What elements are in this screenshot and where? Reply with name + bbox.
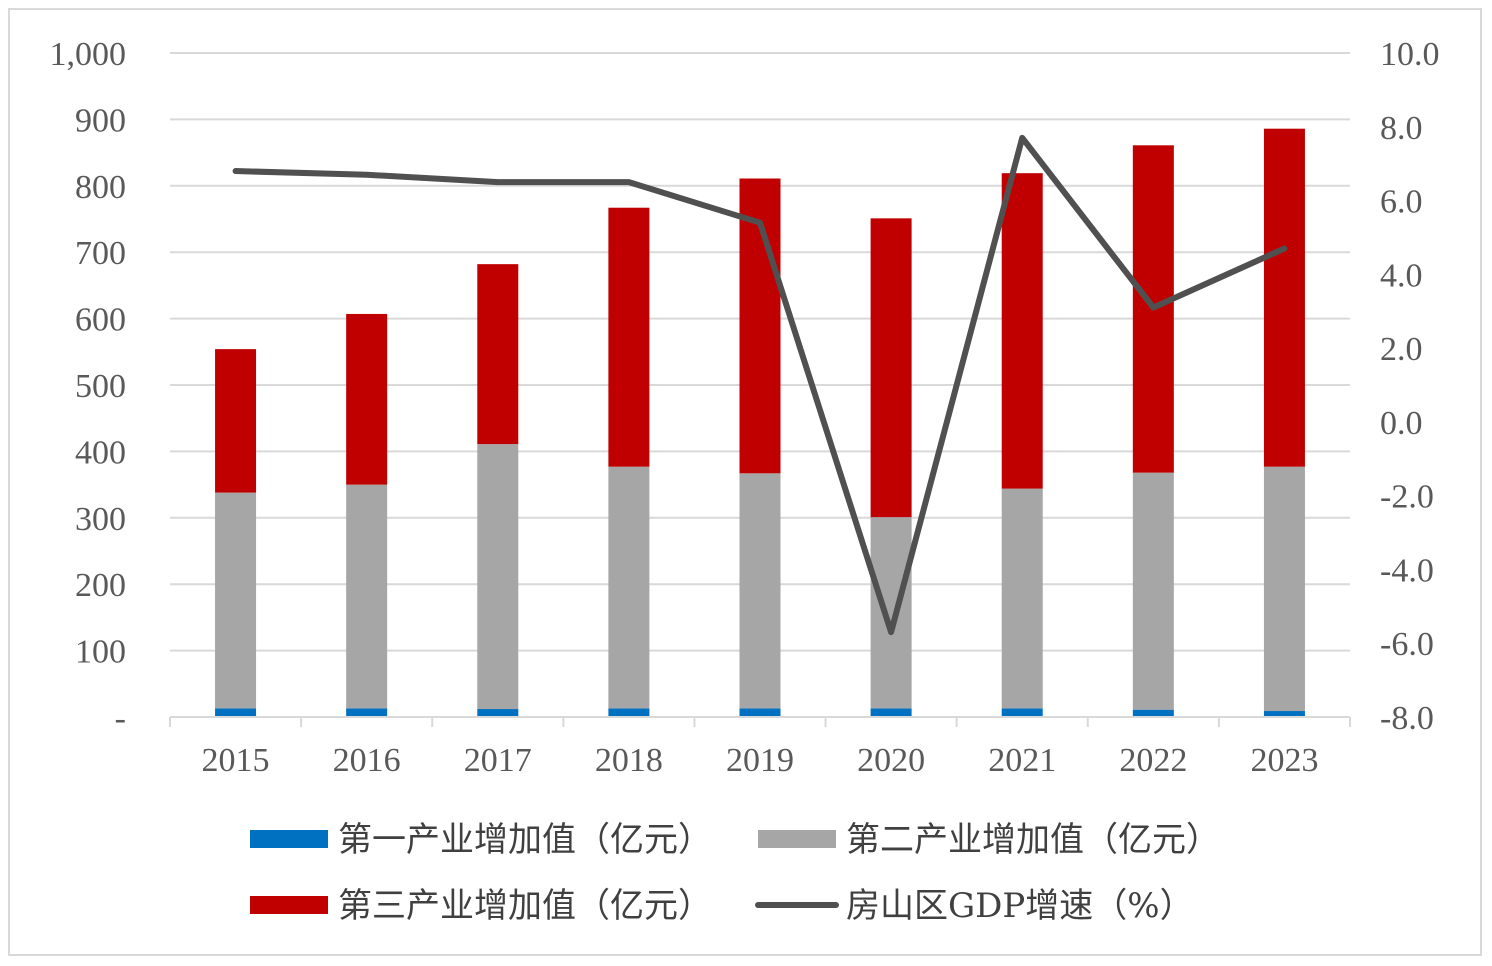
x-tick-label: 2023 (1250, 742, 1318, 779)
y-left-tick-label: 300 (75, 501, 126, 538)
y-right-tick-label: 4.0 (1380, 257, 1423, 294)
y-left-tick-label: 900 (75, 102, 126, 139)
bar-segment (215, 708, 257, 717)
bar-segment (870, 218, 912, 518)
y-right-tick-label: 6.0 (1380, 184, 1423, 221)
bar-segment (1001, 708, 1043, 717)
bar-segment (1132, 472, 1174, 710)
x-tick-label: 2015 (202, 742, 270, 779)
bar-segment (1263, 466, 1305, 712)
y-right-tick-label: 10.0 (1380, 36, 1440, 73)
bar-segment (346, 484, 388, 709)
legend: 第一产业增加值（亿元） 第二产业增加值（亿元） 第三产业增加值（亿元） 房山区GDP增… (250, 820, 1220, 926)
y-left-tick-label: - (115, 700, 126, 737)
x-tick-label: 2016 (333, 742, 401, 779)
legend-swatch (758, 830, 836, 848)
bar-segment (1263, 128, 1305, 467)
y-left-tick-label: 1,000 (50, 36, 127, 73)
bar-segment (739, 708, 781, 717)
y-axis-right: -8.0 -6.0 -4.0 -2.0 0.0 2.0 4.0 6.0 8.0 10.0 (1380, 36, 1440, 737)
legend-swatch (250, 830, 328, 848)
y-right-tick-label: -6.0 (1380, 626, 1434, 663)
legend-label: 第二产业增加值（亿元） (846, 820, 1220, 860)
y-right-tick-label: -2.0 (1380, 479, 1434, 516)
x-tick-label: 2022 (1119, 742, 1187, 779)
bar-segment (739, 473, 781, 709)
bar-segment (1263, 711, 1305, 717)
legend-label: 房山区GDP增速（%） (846, 886, 1194, 926)
bar-segment (1001, 173, 1043, 489)
y-left-tick-label: 800 (75, 169, 126, 206)
bar-segment (608, 207, 650, 467)
y-right-tick-label: 2.0 (1380, 331, 1423, 368)
bar-segment (608, 708, 650, 717)
bar-segment (477, 444, 519, 710)
bar-segment (870, 708, 912, 717)
y-right-tick-label: 0.0 (1380, 405, 1423, 442)
y-right-tick-label: -8.0 (1380, 700, 1434, 737)
y-right-tick-label: 8.0 (1380, 110, 1423, 147)
line-series (232, 134, 1288, 636)
bar-segment (477, 264, 519, 445)
y-left-tick-label: 600 (75, 302, 126, 339)
legend-label: 第三产业增加值（亿元） (338, 886, 712, 926)
x-tick-label: 2017 (464, 742, 532, 779)
bar-segment (215, 349, 257, 493)
bar-segment (608, 466, 650, 709)
x-tick-label: 2019 (726, 742, 794, 779)
x-tick-label: 2021 (988, 742, 1056, 779)
y-left-tick-label: 500 (75, 368, 126, 405)
bar-segment (1132, 709, 1174, 717)
y-axis-left: - 100 200 300 400 500 600 700 800 900 1,000 (50, 36, 127, 737)
y-right-tick-label: -4.0 (1380, 552, 1434, 589)
gdp-growth-line (232, 134, 1288, 636)
bar-segment (346, 313, 388, 485)
bar-series (215, 128, 1305, 717)
legend-swatch (250, 896, 328, 914)
y-left-tick-label: 100 (75, 634, 126, 671)
y-left-tick-label: 200 (75, 567, 126, 604)
legend-label: 第一产业增加值（亿元） (338, 820, 712, 860)
bar-segment (346, 708, 388, 717)
bar-segment (477, 709, 519, 717)
bar-segment (870, 517, 912, 709)
x-axis (169, 716, 1351, 727)
bar-segment (1001, 488, 1043, 709)
x-axis-labels: 2015 2016 2017 2018 2019 2020 2021 2022 2023 (202, 742, 1319, 779)
bar-segment (215, 492, 257, 709)
x-tick-label: 2020 (857, 742, 925, 779)
y-left-tick-label: 700 (75, 235, 126, 272)
y-left-tick-label: 400 (75, 434, 126, 471)
x-tick-label: 2018 (595, 742, 663, 779)
